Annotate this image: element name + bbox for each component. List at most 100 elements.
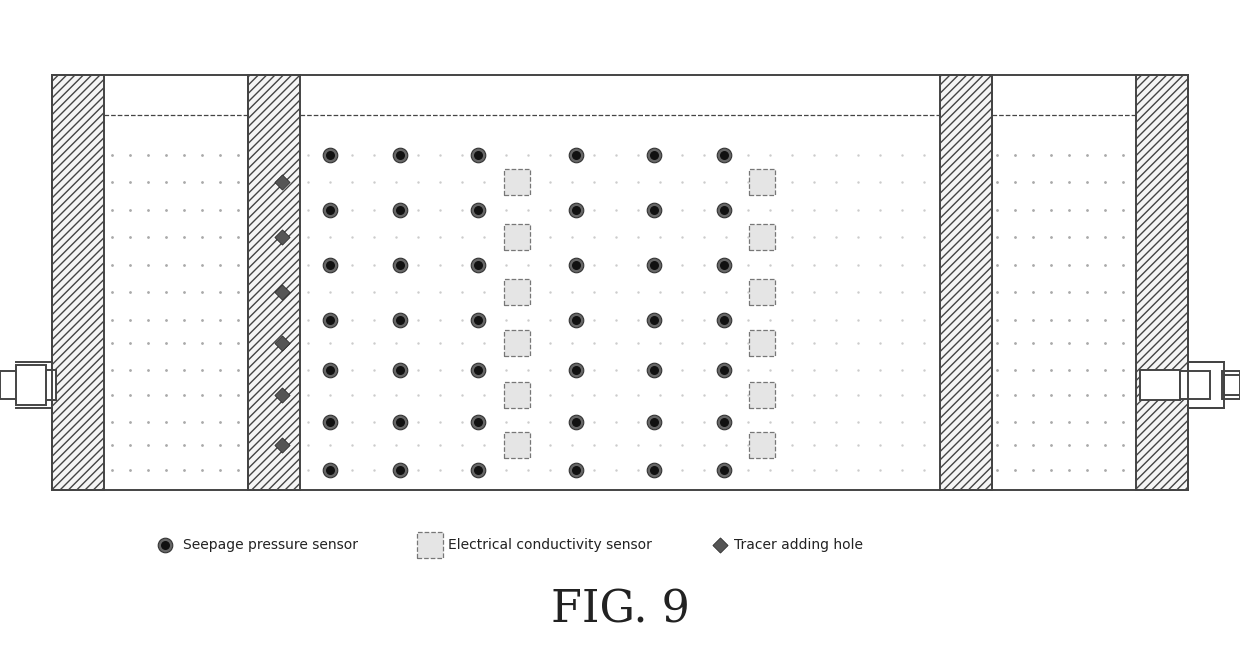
Point: [567, 150, 587, 160]
Point: [567, 364, 587, 375]
Point: [320, 205, 340, 215]
Point: [391, 315, 410, 326]
Text: Tracer adding hole: Tracer adding hole: [734, 538, 863, 552]
Point: [714, 465, 734, 475]
Point: [391, 416, 410, 427]
Bar: [749, 279, 775, 305]
Bar: [503, 169, 529, 195]
Point: [714, 416, 734, 427]
Point: [320, 315, 340, 326]
Bar: [749, 432, 775, 458]
Bar: [503, 382, 529, 408]
Point: [644, 205, 663, 215]
Point: [391, 205, 410, 215]
Point: [714, 260, 734, 270]
Point: [391, 465, 410, 475]
Point: [714, 315, 734, 326]
Point: [391, 205, 410, 215]
Point: [155, 540, 175, 550]
Point: [320, 364, 340, 375]
Point: [467, 465, 487, 475]
Bar: [992, 75, 1188, 490]
Point: [714, 465, 734, 475]
Point: [320, 364, 340, 375]
Point: [391, 150, 410, 160]
Point: [320, 260, 340, 270]
Point: [467, 315, 487, 326]
Point: [320, 416, 340, 427]
Point: [644, 260, 663, 270]
Bar: [417, 532, 443, 558]
Point: [320, 150, 340, 160]
Point: [644, 465, 663, 475]
Point: [391, 150, 410, 160]
Point: [567, 465, 587, 475]
Point: [467, 260, 487, 270]
Bar: [749, 169, 775, 195]
Bar: [503, 224, 529, 250]
Point: [567, 150, 587, 160]
Bar: [16, 370, 56, 400]
Point: [467, 315, 487, 326]
Point: [567, 205, 587, 215]
Point: [155, 540, 175, 550]
Bar: [749, 330, 775, 356]
Point: [644, 364, 663, 375]
Bar: [1180, 371, 1210, 399]
Point: [467, 416, 487, 427]
Point: [272, 389, 291, 400]
Point: [567, 260, 587, 270]
Bar: [1140, 370, 1180, 400]
Point: [391, 315, 410, 326]
Bar: [52, 75, 248, 490]
Point: [644, 416, 663, 427]
Text: Seepage pressure sensor: Seepage pressure sensor: [184, 538, 358, 552]
Point: [714, 416, 734, 427]
Point: [567, 416, 587, 427]
Text: FIG. 9: FIG. 9: [551, 588, 689, 631]
Point: [320, 465, 340, 475]
Point: [644, 364, 663, 375]
Point: [644, 465, 663, 475]
Point: [320, 205, 340, 215]
Point: [714, 364, 734, 375]
Bar: [248, 75, 300, 490]
Point: [644, 315, 663, 326]
Point: [714, 260, 734, 270]
Point: [320, 416, 340, 427]
Point: [567, 315, 587, 326]
Point: [272, 337, 291, 348]
Point: [644, 260, 663, 270]
Bar: [16, 365, 46, 405]
Point: [467, 364, 487, 375]
Point: [467, 205, 487, 215]
Point: [391, 465, 410, 475]
Bar: [1136, 75, 1188, 490]
Bar: [0, 371, 19, 399]
Point: [467, 150, 487, 160]
Point: [272, 287, 291, 297]
Point: [714, 205, 734, 215]
Point: [391, 260, 410, 270]
Point: [714, 150, 734, 160]
Point: [467, 465, 487, 475]
Bar: [749, 382, 775, 408]
Point: [714, 315, 734, 326]
Bar: [1224, 375, 1240, 395]
Point: [391, 364, 410, 375]
Bar: [940, 75, 992, 490]
Point: [467, 260, 487, 270]
Bar: [503, 279, 529, 305]
Point: [714, 150, 734, 160]
Bar: [503, 330, 529, 356]
Point: [567, 315, 587, 326]
Point: [272, 440, 291, 450]
Point: [272, 232, 291, 243]
Bar: [749, 224, 775, 250]
Point: [320, 465, 340, 475]
Point: [644, 416, 663, 427]
Point: [391, 416, 410, 427]
Point: [714, 205, 734, 215]
Point: [567, 364, 587, 375]
Point: [567, 416, 587, 427]
